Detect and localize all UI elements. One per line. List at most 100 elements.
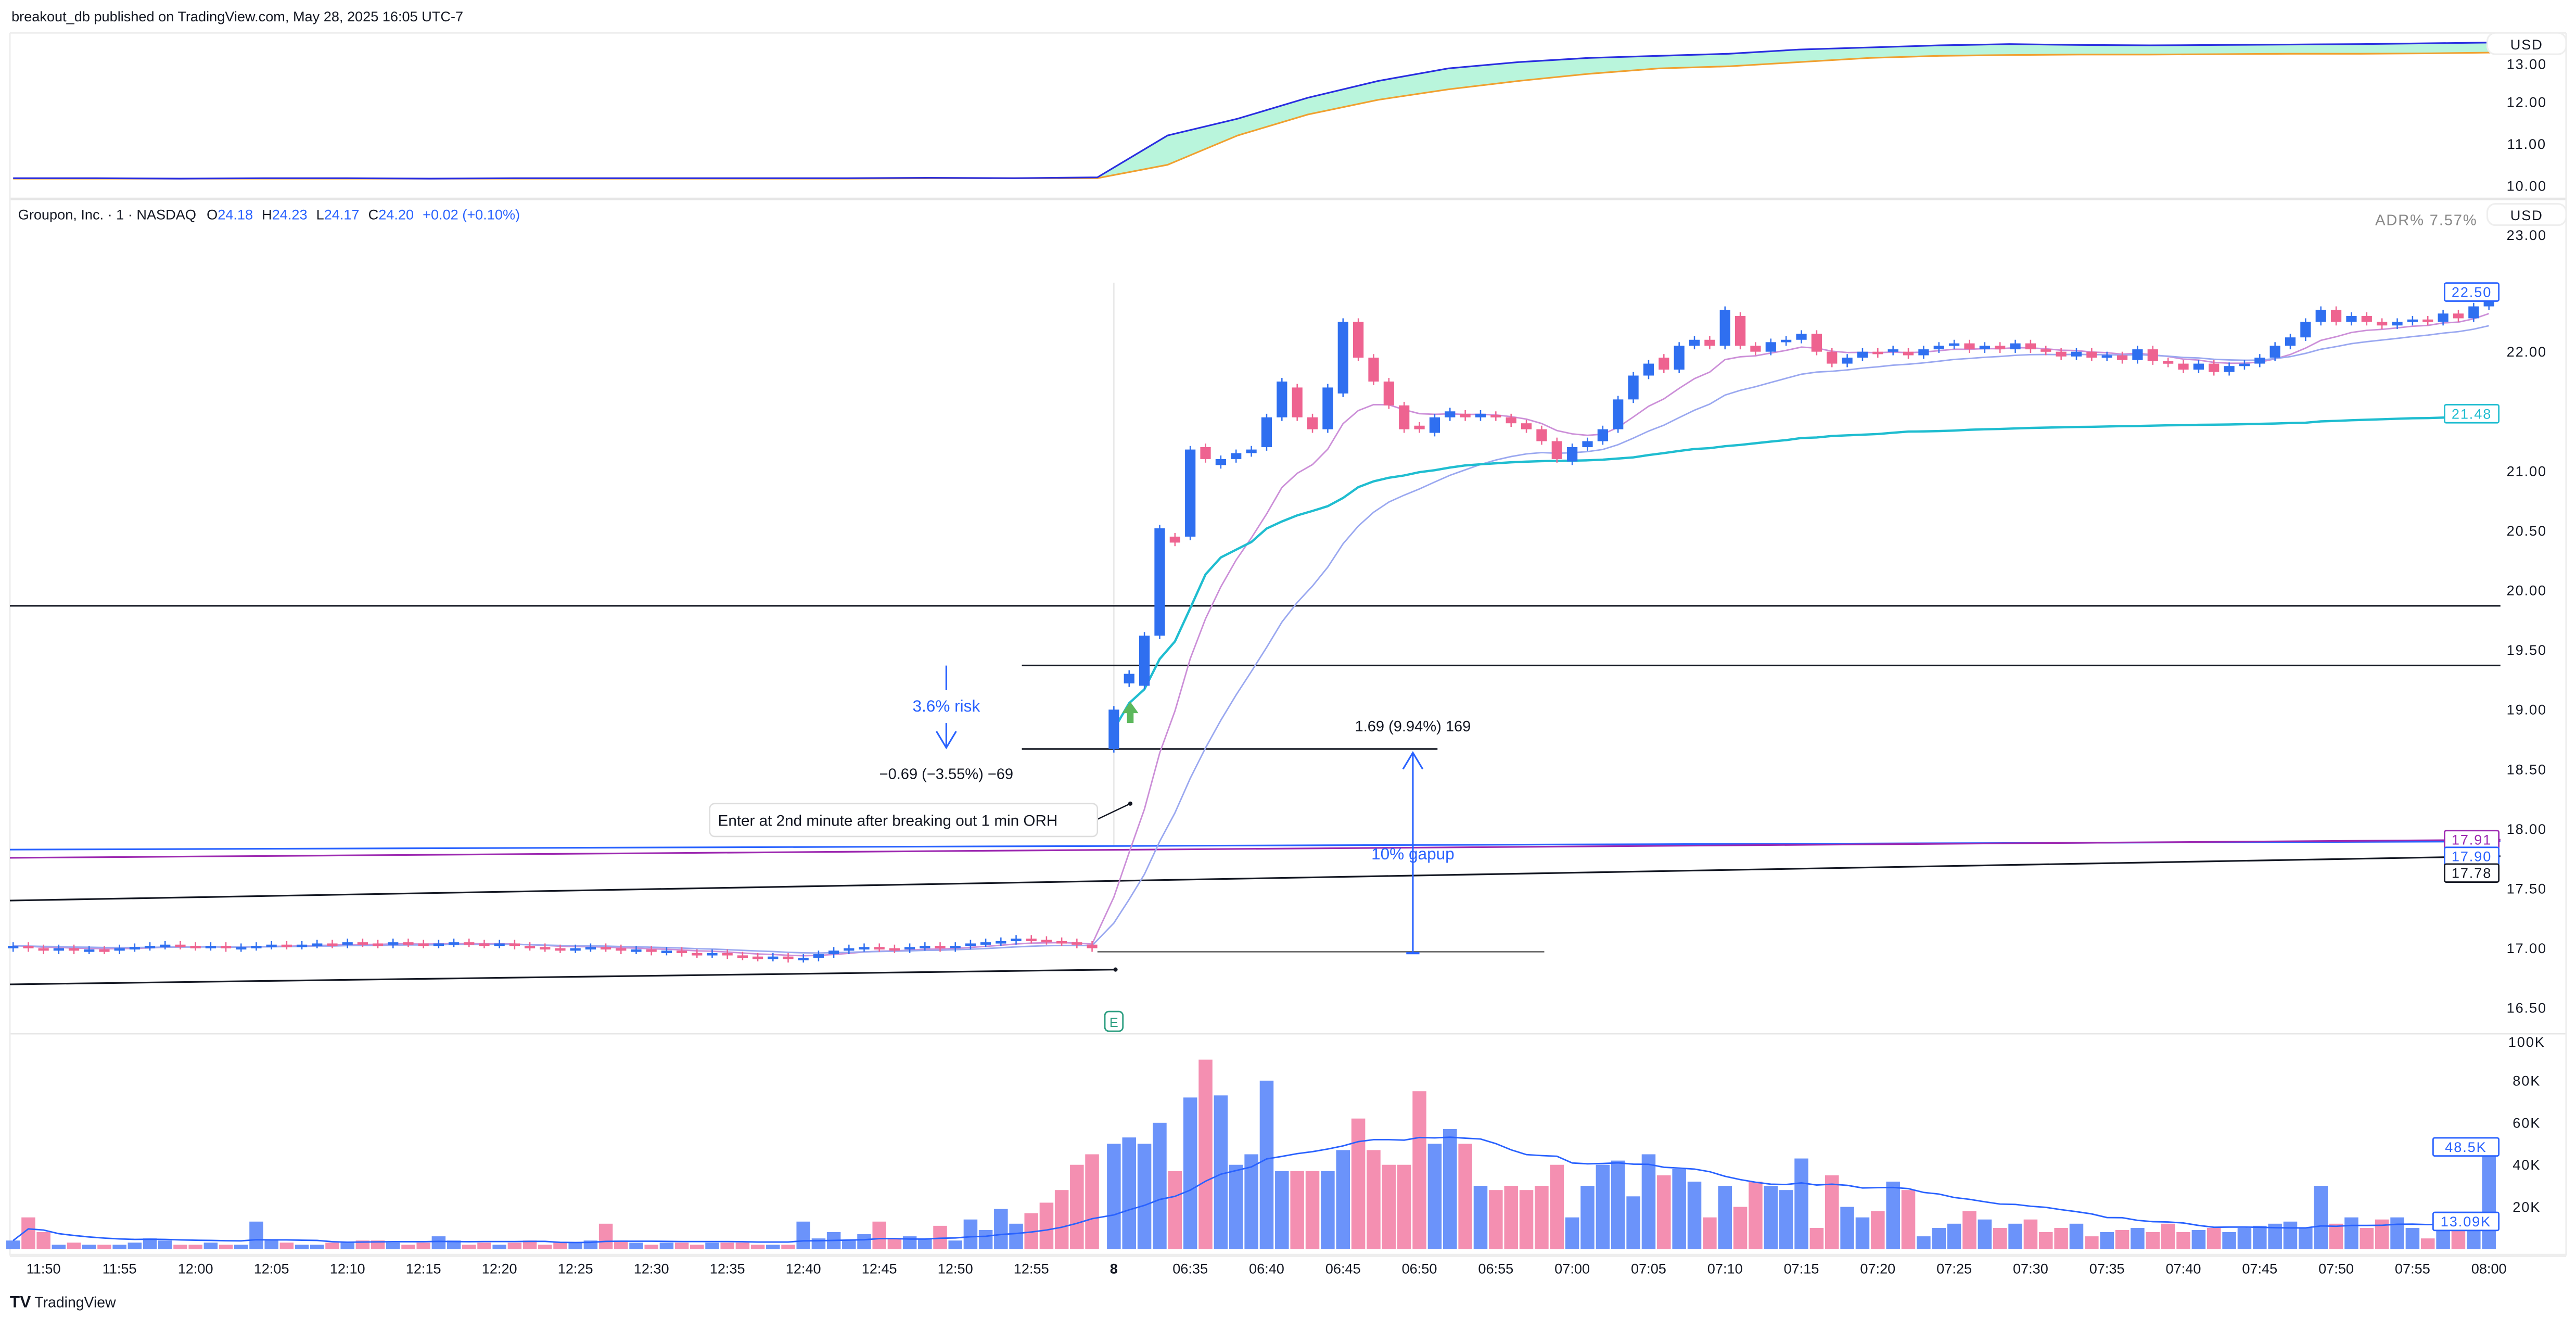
change-value: +0.02 (+0.10%)	[423, 207, 520, 223]
trend-line-lower	[9, 969, 1114, 985]
price-axis-tick: 18.00	[2507, 821, 2547, 837]
volume-bar	[97, 1245, 111, 1249]
volume-bar	[431, 1236, 446, 1249]
volume-bar	[659, 1243, 674, 1249]
gain-measure-label[interactable]: 1.69 (9.94%) 169	[1355, 718, 1471, 735]
volume-bar	[492, 1245, 506, 1249]
top-indicator-pane	[13, 41, 2501, 180]
candle-body	[524, 946, 535, 948]
volume-bar	[2131, 1227, 2145, 1249]
price-axis-tick: 18.50	[2507, 761, 2547, 777]
candle-body	[2147, 349, 2158, 361]
price-axis-tick: 16.50	[2507, 1000, 2547, 1016]
candle-body	[1475, 413, 1486, 417]
volume-axis-tick: 100K	[2508, 1034, 2545, 1050]
volume-bar	[249, 1221, 263, 1249]
candle-body	[1979, 346, 1990, 350]
price-axis-tick: 17.50	[2507, 880, 2547, 896]
volume-bar	[143, 1238, 157, 1249]
time-axis-label: 12:25	[558, 1261, 593, 1277]
currency-button-top[interactable]: USD	[2486, 32, 2567, 55]
entry-note: Enter at 2nd minute after breaking out 1…	[718, 812, 1058, 829]
candle-body	[2025, 343, 2036, 350]
stop-measure-label[interactable]: −0.69 (−3.55%) −69	[879, 766, 1013, 782]
candle-body	[1292, 387, 1303, 417]
candle-body	[1185, 449, 1196, 537]
volume-bar	[674, 1243, 689, 1249]
candle-body	[555, 948, 566, 951]
candle-body	[84, 949, 95, 952]
open-label: O	[207, 207, 218, 223]
candle-body	[1719, 310, 1730, 346]
candle-body	[996, 941, 1006, 944]
candle-body	[1200, 447, 1211, 459]
volume-bar	[2222, 1232, 2236, 1249]
candle-body	[2468, 306, 2479, 319]
open-value: 24.18	[218, 207, 253, 223]
volume-bar	[1871, 1211, 1885, 1249]
symbol-name: Groupon, Inc. · 1 · NASDAQ	[18, 207, 196, 223]
candle-body	[1124, 674, 1134, 683]
volume-bar	[735, 1243, 750, 1249]
volume-bar	[1978, 1219, 1992, 1249]
volume-bar	[2207, 1227, 2221, 1249]
candle-body	[1659, 358, 1669, 370]
candle-body	[2163, 361, 2174, 364]
price-axis-tick: 20.50	[2507, 523, 2547, 539]
volume-bar	[857, 1234, 871, 1249]
candle-body	[1750, 346, 1761, 352]
price-pane	[8, 283, 2501, 985]
up-arrow-icon[interactable]	[1402, 751, 1424, 955]
currency-label: USD	[2510, 36, 2543, 53]
candle-body	[707, 953, 718, 956]
volume-axis-tick: 40K	[2513, 1157, 2541, 1173]
time-axis-label: 12:45	[862, 1261, 897, 1277]
volume-bar	[325, 1243, 339, 1249]
entry-callout[interactable]: Enter at 2nd minute after breaking out 1…	[709, 801, 1133, 838]
candle-body	[692, 953, 703, 956]
time-axis-label: 06:55	[1478, 1261, 1513, 1277]
candle-body	[585, 947, 596, 950]
volume-bar	[2023, 1219, 2038, 1249]
price-axis-tick: 19.50	[2507, 642, 2547, 658]
candle-body	[2239, 363, 2250, 366]
volume-bar	[720, 1243, 734, 1249]
volume-bar	[2360, 1227, 2374, 1249]
candle-body	[1888, 349, 1898, 352]
tradingview-logo[interactable]: TV TradingView	[10, 1292, 116, 1311]
candle-body	[2193, 363, 2204, 370]
risk-label[interactable]: 3.6% risk	[913, 696, 980, 715]
earnings-badge[interactable]: E	[1104, 1010, 1124, 1032]
time-axis-label: 07:55	[2395, 1261, 2430, 1277]
symbol-legend[interactable]: Groupon, Inc. · 1 · NASDAQ O24.18 H24.23…	[18, 207, 520, 223]
candle-body	[418, 943, 429, 946]
top-fill-area	[13, 42, 2501, 179]
volume-bar	[690, 1245, 704, 1249]
time-axis-label: 12:35	[710, 1261, 745, 1277]
candle-body	[616, 948, 627, 951]
volume-bar	[1733, 1207, 1748, 1249]
top-upper-line	[13, 41, 2501, 180]
candle-body	[828, 951, 839, 955]
volume-bar	[978, 1230, 993, 1249]
candle-body	[236, 947, 247, 950]
price-badge	[2444, 863, 2500, 883]
candle-body	[1353, 322, 1364, 358]
volume-bar	[2253, 1225, 2267, 1249]
gap-label[interactable]: 10% gapup	[1371, 844, 1455, 863]
candle-body	[980, 942, 991, 945]
candle-body	[1277, 381, 1287, 417]
candle-body	[2086, 351, 2097, 358]
currency-button-main[interactable]: USD	[2486, 202, 2567, 226]
candle-body	[448, 942, 460, 945]
price-axis-tick: 23.00	[2507, 227, 2547, 243]
candle-body	[1765, 342, 1776, 352]
candle-body	[1689, 339, 1700, 346]
candle-body	[1445, 411, 1456, 417]
volume-bar	[766, 1245, 780, 1249]
candle-body	[2392, 322, 2403, 326]
candle-body	[1231, 453, 1242, 459]
high-value: 24.23	[272, 207, 308, 223]
volume-bar	[401, 1245, 415, 1249]
